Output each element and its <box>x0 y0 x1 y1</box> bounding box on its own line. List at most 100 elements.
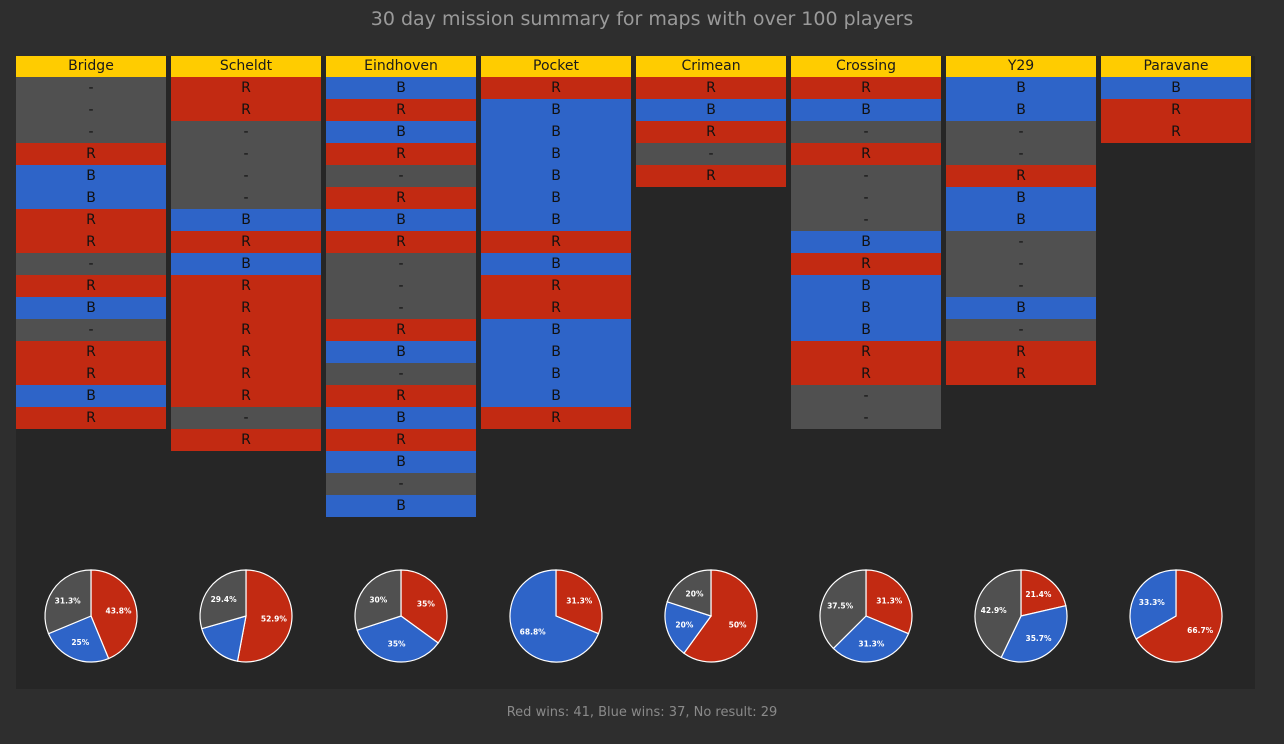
result-cell: R <box>16 407 166 429</box>
map-header-pocket: Pocket <box>481 56 631 77</box>
pie-slice <box>199 569 247 630</box>
result-cell: R <box>1101 99 1251 121</box>
result-cell: B <box>481 209 631 231</box>
map-column-bridge: Bridge - - - R B B R R - R B - R R B R <box>16 56 166 429</box>
map-column-pocket: Pocket R B B B B B B R B R R B B B B R <box>481 56 631 429</box>
pie-label: 52.9% <box>261 615 288 624</box>
result-cell: - <box>16 253 166 275</box>
pie-slice <box>683 569 758 663</box>
pie-slice <box>1135 569 1223 663</box>
result-cell: B <box>1101 77 1251 99</box>
pie-slice <box>664 601 712 655</box>
result-cell: - <box>946 253 1096 275</box>
result-cell: B <box>481 253 631 275</box>
result-cell: B <box>791 231 941 253</box>
result-cell: R <box>171 341 321 363</box>
result-cell: B <box>326 451 476 473</box>
result-cell: - <box>946 319 1096 341</box>
pie-chart-pocket: 31.3% 68.8% <box>508 568 604 664</box>
result-cell: - <box>791 187 941 209</box>
result-cell: R <box>171 231 321 253</box>
pie-slice <box>555 569 603 635</box>
result-cell: R <box>791 253 941 275</box>
result-cell: B <box>16 297 166 319</box>
map-header-crossing: Crossing <box>791 56 941 77</box>
pie-slice <box>1020 569 1067 617</box>
pie-label: 20% <box>686 589 704 598</box>
map-header-scheldt: Scheldt <box>171 56 321 77</box>
pie-label: 68.8% <box>520 628 547 637</box>
result-cell: R <box>791 143 941 165</box>
map-header-crimean: Crimean <box>636 56 786 77</box>
map-header-bridge: Bridge <box>16 56 166 77</box>
map-column-crossing: Crossing R B - R - - - B R B B B R R - - <box>791 56 941 429</box>
result-cell: R <box>791 341 941 363</box>
result-cell: B <box>481 187 631 209</box>
pie-label: 42.9% <box>981 606 1008 615</box>
map-header-eindhoven: Eindhoven <box>326 56 476 77</box>
result-cell: B <box>326 495 476 517</box>
pie-chart-y29: 21.4% 35.7% 42.9% <box>973 568 1069 664</box>
result-cell: R <box>171 297 321 319</box>
result-cell: B <box>791 297 941 319</box>
result-cell: B <box>791 99 941 121</box>
map-column-eindhoven: Eindhoven B R B R - R B R - - - R B - R B R B - B <box>326 56 476 517</box>
result-cell: R <box>326 143 476 165</box>
result-cell: R <box>16 363 166 385</box>
pie-slice <box>832 615 910 663</box>
result-cell: B <box>791 275 941 297</box>
result-cell: R <box>326 99 476 121</box>
result-cell: R <box>16 341 166 363</box>
result-cell: B <box>481 341 631 363</box>
result-cell: B <box>326 407 476 429</box>
result-cell: R <box>481 407 631 429</box>
result-cell: - <box>946 231 1096 253</box>
pie-slice <box>236 569 293 663</box>
result-cell: B <box>481 363 631 385</box>
pie-label: 31.3% <box>55 597 82 606</box>
result-cell: R <box>171 275 321 297</box>
result-cell: R <box>171 77 321 99</box>
pie-label: 35% <box>417 599 435 608</box>
result-cell: R <box>171 99 321 121</box>
pie-chart-crimean: 50% 20% 20% <box>663 568 759 664</box>
pie-slice <box>865 569 913 635</box>
result-cell: B <box>326 77 476 99</box>
pie-label: 33.3% <box>1139 598 1166 607</box>
result-cell: B <box>326 121 476 143</box>
result-cell: B <box>946 209 1096 231</box>
result-cell: - <box>946 121 1096 143</box>
result-cell: B <box>481 319 631 341</box>
pie-slice <box>666 569 712 617</box>
result-cell: B <box>946 77 1096 99</box>
result-cell: - <box>16 319 166 341</box>
result-cell: R <box>946 165 1096 187</box>
result-cell: - <box>171 143 321 165</box>
pie-label: 31.3% <box>858 640 885 649</box>
map-column-y29: Y29 B B - - R B B - - - B - R R <box>946 56 1096 385</box>
result-cell: - <box>791 209 941 231</box>
pie-chart-paravane: 66.7% 33.3% <box>1128 568 1224 664</box>
result-cell: R <box>481 297 631 319</box>
result-cell: R <box>326 231 476 253</box>
result-cell: B <box>946 187 1096 209</box>
result-cell: R <box>16 275 166 297</box>
result-cell: - <box>636 143 786 165</box>
pie-label: 37.5% <box>827 601 854 610</box>
result-cell: - <box>946 275 1096 297</box>
pie-slice <box>974 569 1022 659</box>
pie-label: 31.3% <box>566 597 593 606</box>
result-cell: B <box>946 99 1096 121</box>
pie-chart-bridge: 43.8% 25% 31.3% <box>43 568 139 664</box>
pie-slice <box>509 569 600 663</box>
result-cell: R <box>16 143 166 165</box>
result-cell: R <box>791 363 941 385</box>
pie-label: 66.7% <box>1187 626 1214 635</box>
result-cell: - <box>326 275 476 297</box>
result-cell: B <box>326 341 476 363</box>
result-cell: R <box>16 209 166 231</box>
pie-label: 31.3% <box>876 597 903 606</box>
result-cell: B <box>481 385 631 407</box>
chart-panel: Bridge - - - R B B R R - R B - R R B R 43.8% 25% 31.3% Schel… <box>16 56 1255 689</box>
result-cell: R <box>326 429 476 451</box>
